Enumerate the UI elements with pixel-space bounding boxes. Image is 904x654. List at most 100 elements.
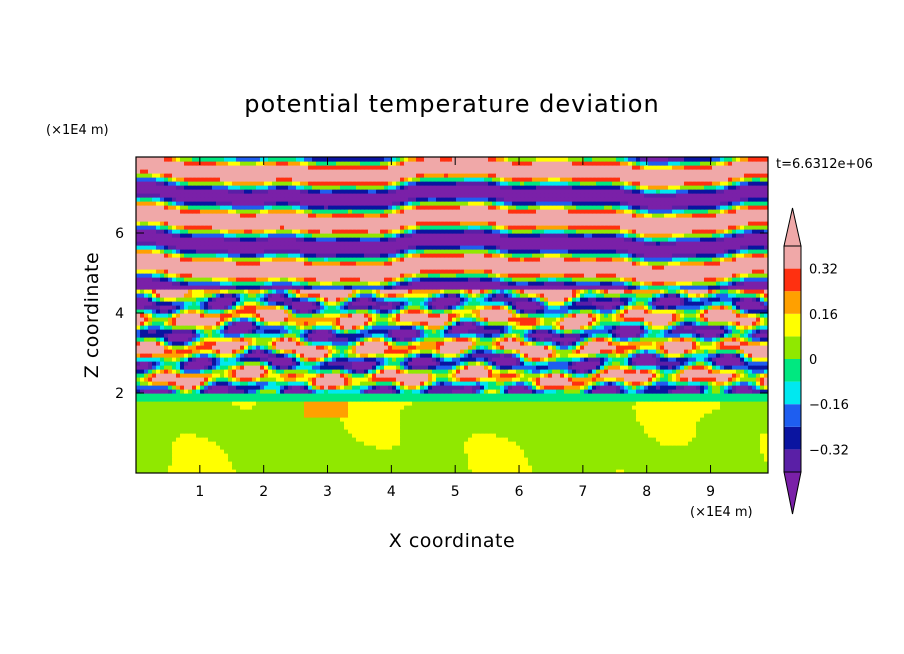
contour-cell	[384, 373, 389, 378]
contour-cell	[676, 413, 681, 418]
contour-cell	[288, 349, 293, 354]
contour-cell	[596, 465, 601, 470]
contour-cell	[756, 409, 761, 414]
contour-cell	[652, 357, 657, 362]
contour-cell	[304, 401, 309, 406]
contour-cell	[612, 437, 617, 442]
contour-cell	[400, 349, 405, 354]
contour-cell	[364, 421, 369, 426]
contour-cell	[424, 353, 429, 358]
contour-cell	[532, 449, 537, 454]
contour-cell	[632, 437, 637, 442]
contour-cell	[480, 413, 485, 418]
contour-cell	[524, 393, 529, 398]
contour-cell	[344, 469, 349, 473]
contour-cell	[640, 397, 645, 402]
contour-cell	[428, 413, 433, 418]
contour-cell	[444, 421, 449, 426]
contour-cell	[652, 449, 657, 454]
contour-cell	[248, 429, 253, 434]
contour-cell	[620, 349, 625, 354]
contour-cell	[160, 397, 165, 402]
contour-cell	[512, 421, 517, 426]
contour-cell	[260, 437, 265, 442]
contour-cell	[296, 445, 301, 450]
contour-cell	[640, 373, 645, 378]
contour-cell	[232, 421, 237, 426]
contour-cell	[492, 421, 497, 426]
contour-cell	[676, 437, 681, 442]
contour-cell	[532, 429, 537, 434]
contour-cell	[372, 465, 377, 470]
contour-cell	[172, 373, 177, 378]
contour-cell	[156, 393, 161, 398]
contour-cell	[612, 421, 617, 426]
contour-cell	[716, 413, 721, 418]
contour-cell	[352, 449, 357, 454]
contour-cell	[172, 421, 177, 426]
contour-cell	[604, 397, 609, 402]
contour-cell	[480, 445, 485, 450]
contour-cell	[744, 453, 749, 458]
contour-cell	[584, 353, 589, 358]
contour-cell	[368, 465, 373, 470]
contour-cell	[740, 377, 745, 382]
contour-cell	[424, 433, 429, 438]
contour-cell	[240, 461, 245, 466]
contour-cell	[548, 365, 553, 370]
contour-cell	[312, 353, 317, 358]
contour-cell	[488, 385, 493, 390]
contour-cell	[276, 449, 281, 454]
contour-cell	[444, 361, 449, 366]
contour-cell	[204, 441, 209, 446]
contour-cell	[496, 429, 501, 434]
contour-cell	[520, 441, 525, 446]
contour-cell	[608, 417, 613, 422]
contour-cell	[524, 425, 529, 430]
contour-cell	[480, 397, 485, 402]
contour-cell	[380, 365, 385, 370]
contour-cell	[428, 425, 433, 430]
contour-cell	[556, 433, 561, 438]
contour-cell	[336, 453, 341, 458]
contour-cell	[664, 441, 669, 446]
contour-cell	[556, 405, 561, 410]
contour-cell	[316, 405, 321, 410]
contour-cell	[360, 449, 365, 454]
contour-cell	[636, 409, 641, 414]
contour-cell	[728, 381, 733, 386]
contour-cell	[460, 433, 465, 438]
contour-cell	[208, 433, 213, 438]
contour-cell	[752, 349, 757, 354]
contour-cell	[340, 429, 345, 434]
contour-cell	[336, 469, 341, 473]
contour-cell	[212, 469, 217, 473]
contour-cell	[560, 457, 565, 462]
contour-cell	[244, 469, 249, 473]
contour-cell	[364, 433, 369, 438]
contour-cell	[188, 437, 193, 442]
contour-cell	[224, 441, 229, 446]
contour-cell	[484, 389, 489, 394]
contour-cell	[608, 465, 613, 470]
contour-cell	[148, 357, 153, 362]
contour-cell	[212, 437, 217, 442]
contour-cell	[244, 421, 249, 426]
contour-cell	[532, 357, 537, 362]
contour-cell	[232, 345, 237, 350]
contour-cell	[664, 409, 669, 414]
contour-cell	[212, 401, 217, 406]
contour-cell	[196, 469, 201, 473]
contour-cell	[748, 457, 753, 462]
contour-cell	[468, 453, 473, 458]
contour-cell	[236, 409, 241, 414]
contour-cell	[548, 413, 553, 418]
contour-cell	[748, 461, 753, 466]
contour-cell	[548, 385, 553, 390]
contour-cell	[584, 385, 589, 390]
contour-cell	[588, 389, 593, 394]
contour-cell	[684, 425, 689, 430]
contour-cell	[160, 345, 165, 350]
contour-cell	[280, 405, 285, 410]
contour-cell	[696, 461, 701, 466]
